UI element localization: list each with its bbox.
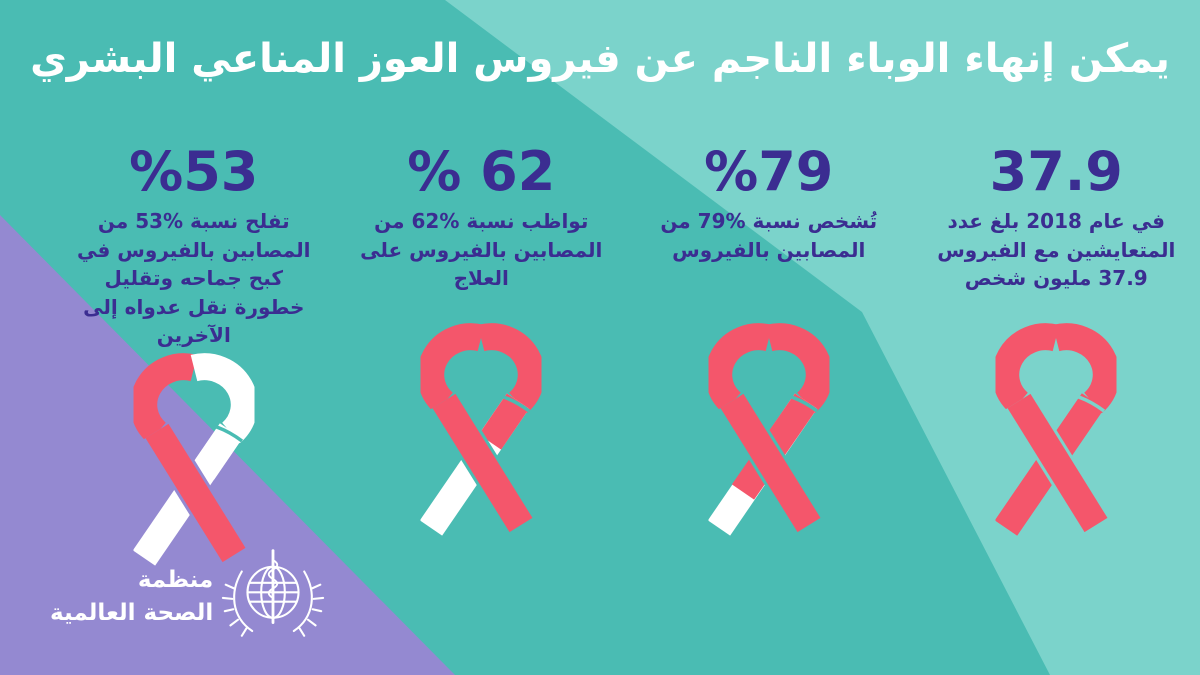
who-logo: منظمة الصحة العالمية — [50, 545, 325, 649]
ribbon-front-band — [432, 394, 533, 533]
ribbon-front-band — [1007, 394, 1108, 533]
aids-ribbon-icon — [130, 353, 258, 566]
ribbon-loop-left — [992, 323, 1060, 414]
ribbon-wrap — [625, 323, 913, 545]
ribbon-loop-right — [1052, 323, 1120, 414]
ribbon-loop-right — [190, 353, 258, 444]
ribbon-loop-left — [417, 323, 485, 414]
who-org-name-line2: الصحة العالمية — [50, 600, 214, 626]
ribbon-cross-band-top — [191, 423, 242, 480]
ribbon-loop-left — [130, 353, 198, 444]
aids-ribbon-icon — [992, 323, 1120, 537]
stat-column-37-9-million: 37.9 في عام 2018 بلغ عدد المتعايشين مع ا… — [913, 142, 1200, 575]
ribbon-front-band — [720, 394, 821, 533]
stat-description: تواظب نسبة %62 من المصابين بالفيروس على … — [360, 209, 603, 291]
ribbon-wrap — [338, 323, 626, 545]
who-org-name: منظمة الصحة العالمية — [50, 564, 213, 631]
stat-value: % 62 — [407, 140, 556, 203]
ribbon-loop-left — [705, 323, 773, 414]
stat-value: %79 — [704, 140, 834, 203]
stat-value: 37.9 — [989, 140, 1123, 203]
stat-column-62-percent: % 62 تواظب نسبة %62 من المصابين بالفيروس… — [338, 142, 626, 575]
stat-description: تفلح نسبة %53 من المصابين بالفيروس في كب… — [77, 209, 311, 347]
ribbon-loop-right — [765, 323, 833, 414]
stat-value: %53 — [129, 140, 259, 203]
stat-columns: 37.9 في عام 2018 بلغ عدد المتعايشين مع ا… — [50, 142, 1200, 575]
stat-description: تُشخص نسبة %79 من المصابين بالفيروس — [660, 209, 878, 262]
ribbon-cross-band-top — [479, 393, 530, 451]
who-emblem-icon — [222, 549, 325, 637]
who-org-name-line1: منظمة — [137, 566, 214, 593]
stat-column-79-percent: %79 تُشخص نسبة %79 من المصابين بالفيروس — [625, 142, 913, 575]
aids-ribbon-icon — [705, 323, 833, 537]
ribbon-wrap — [50, 353, 338, 575]
stat-description: في عام 2018 بلغ عدد المتعايشين مع الفيرو… — [937, 209, 1176, 291]
ribbon-wrap — [913, 323, 1200, 545]
page-title: يمكن إنهاء الوباء الناجم عن فيروس العوز … — [30, 36, 1170, 82]
ribbon-loop-right — [477, 323, 545, 414]
stat-column-53-percent: %53 تفلح نسبة %53 من المصابين بالفيروس ف… — [50, 142, 338, 575]
ribbon-front-band — [145, 424, 246, 563]
aids-ribbon-icon — [417, 323, 545, 537]
